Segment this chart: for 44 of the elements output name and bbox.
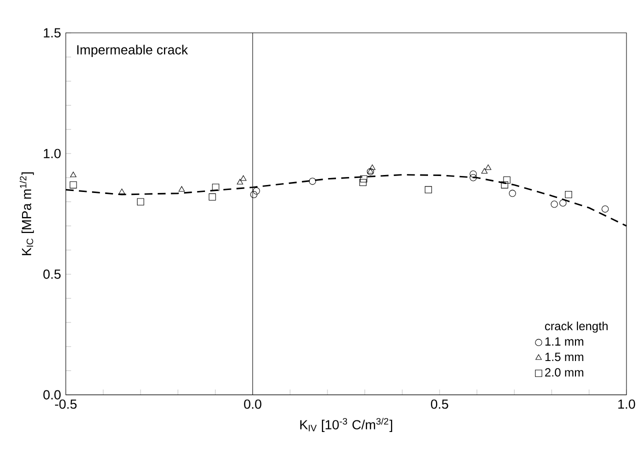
point xyxy=(481,168,488,174)
point xyxy=(602,205,609,213)
point xyxy=(366,168,374,176)
x-tick-label: -0.5 xyxy=(55,399,77,409)
y-tick-label: 1.5 xyxy=(44,28,61,38)
legend-title: crack length xyxy=(545,322,608,333)
y-tick-label: 0.5 xyxy=(43,269,61,279)
point xyxy=(252,187,260,194)
x-axis-title: K$_{IV}$ [10$^{-3}$ C/m$^{3/2}$] xyxy=(300,418,392,432)
point xyxy=(208,193,216,200)
point xyxy=(70,181,77,188)
point xyxy=(70,172,76,178)
point xyxy=(367,168,374,174)
point xyxy=(424,186,432,194)
annotation: Impermeable crack xyxy=(77,44,188,57)
point xyxy=(212,184,220,191)
point xyxy=(470,170,477,178)
point xyxy=(564,190,572,198)
point xyxy=(470,174,477,182)
x-tick-label: 0.5 xyxy=(430,399,448,409)
point xyxy=(308,178,316,185)
point xyxy=(118,188,125,194)
point xyxy=(359,178,367,186)
y-axis-title: K$_{IC}$ [MPa m$^{1/2}$] xyxy=(20,172,34,256)
point xyxy=(508,190,516,197)
point xyxy=(250,190,258,198)
legend-label: 1.1 mm xyxy=(545,337,584,346)
point xyxy=(178,186,185,192)
y-tick-label: 1.0 xyxy=(44,148,61,158)
point xyxy=(137,198,144,206)
legend-label: 1.5 mm xyxy=(545,352,584,362)
point xyxy=(485,164,492,170)
point xyxy=(369,164,376,170)
point xyxy=(550,200,558,208)
point xyxy=(501,181,508,188)
point xyxy=(240,175,246,181)
y-tick-label: 0.0 xyxy=(43,390,61,400)
point xyxy=(503,176,510,184)
point xyxy=(360,175,368,182)
point xyxy=(236,178,244,184)
x-tick-label: 1.0 xyxy=(618,399,636,409)
point xyxy=(559,199,566,207)
x-tick-label: 0.0 xyxy=(244,399,262,409)
legend-label: 2.0 mm xyxy=(545,368,584,377)
